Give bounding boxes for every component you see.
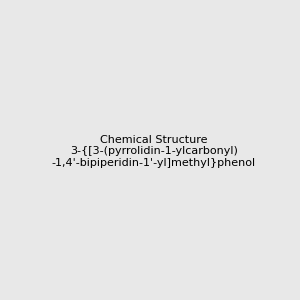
- Text: Chemical Structure
3-{[3-(pyrrolidin-1-ylcarbonyl)
-1,4'-bipiperidin-1'-yl]methy: Chemical Structure 3-{[3-(pyrrolidin-1-y…: [52, 135, 256, 168]
